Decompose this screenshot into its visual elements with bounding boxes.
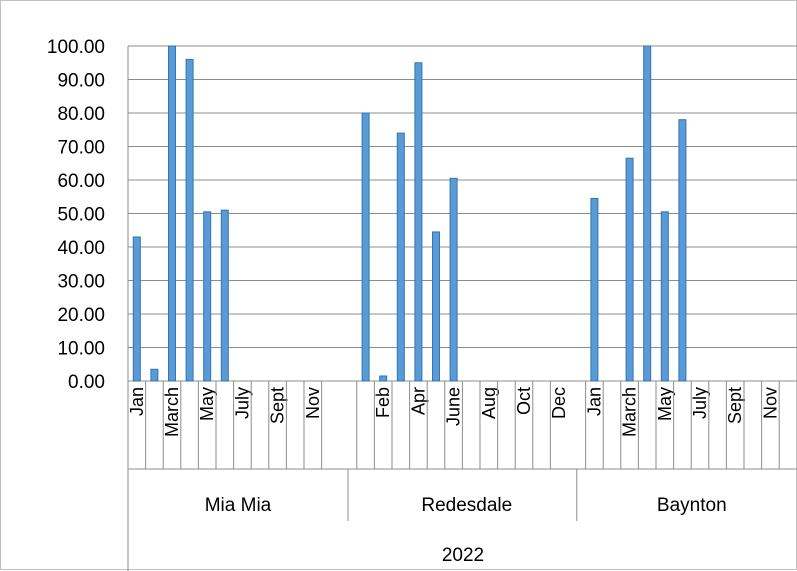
x-tick-label: Sept [268,387,288,424]
x-tick-label: July [232,387,252,419]
y-tick-label: 100.00 [47,37,105,58]
bar [150,368,159,382]
year-label: 2022 [442,545,484,566]
y-tick-label: 60.00 [57,171,105,192]
x-tick-label: March [620,387,640,437]
x-tick-label: Nov [760,387,780,419]
group-label: Redesdale [421,495,512,516]
bar [643,45,652,382]
y-tick-label: 90.00 [57,71,105,92]
x-tick-label: Oct [514,387,534,415]
y-tick-label: 10.00 [57,339,105,360]
bar [132,236,141,382]
bar [361,112,370,382]
y-tick-label: 80.00 [57,104,105,125]
x-tick-label: Feb [373,387,393,418]
x-tick-label: Aug [479,387,499,419]
group-label: Baynton [657,495,727,516]
bar [168,45,176,382]
bar [432,231,440,382]
y-tick-label: 20.00 [57,305,105,326]
group-label: Mia Mia [205,495,272,516]
y-tick-label: 50.00 [57,205,105,226]
bar [660,211,669,382]
y-tick-label: 0.00 [68,372,105,393]
bar [449,177,458,382]
bar [396,132,405,382]
x-tick-label: May [655,387,675,421]
y-tick-label: 70.00 [57,138,105,159]
x-tick-label: Jan [584,387,604,416]
bar [379,375,388,382]
y-tick-label: 30.00 [57,272,105,293]
x-tick-label: Jan [127,387,147,416]
x-tick-label: Apr [408,387,428,415]
bar [203,211,212,382]
x-tick-label: Dec [549,387,569,419]
x-tick-label: May [197,387,217,421]
y-tick-label: 40.00 [57,238,105,259]
bar [625,157,634,382]
x-tick-label: Nov [303,387,323,419]
x-tick-label: Sept [725,387,745,424]
x-tick-label: March [162,387,182,437]
bar [185,58,194,382]
x-tick-label: July [690,387,710,419]
x-tick-label: June [444,387,464,426]
bar [590,197,599,382]
bar [678,119,687,382]
bar [414,62,423,382]
bar [220,209,229,382]
